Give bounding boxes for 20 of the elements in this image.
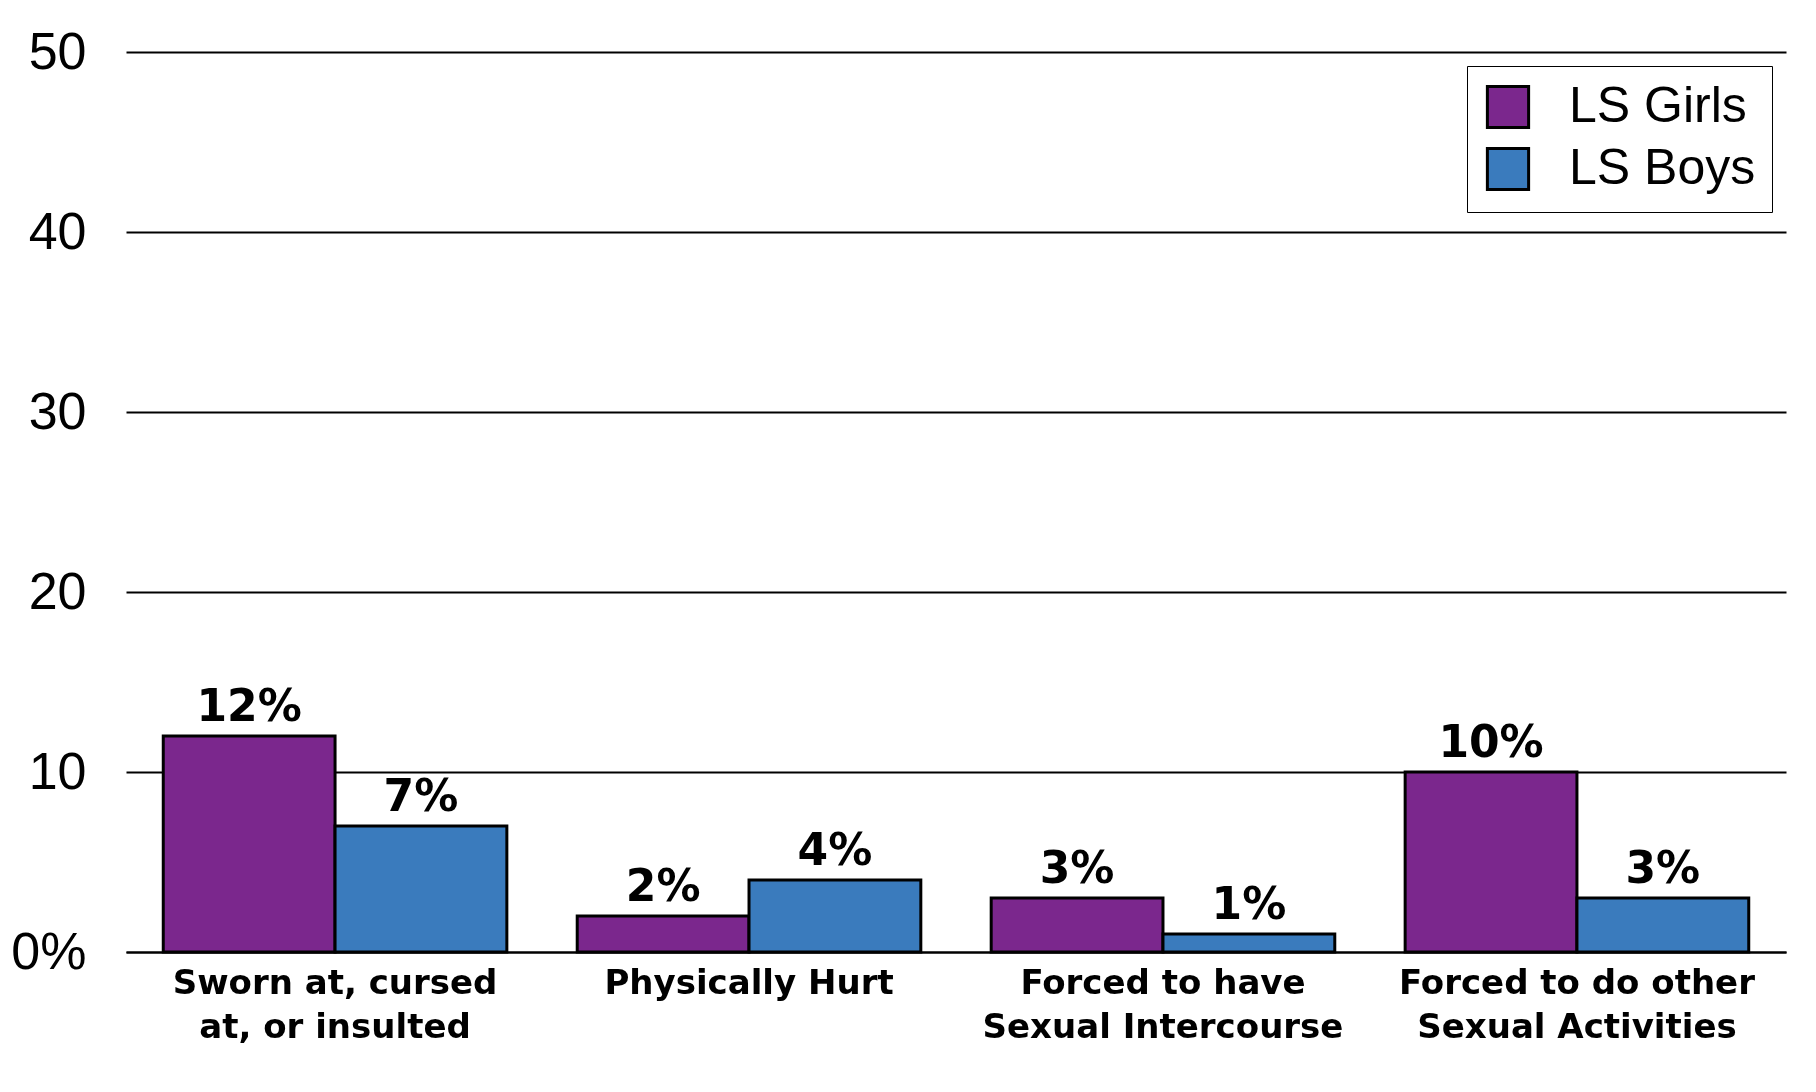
legend-label: LS Boys [1569, 139, 1756, 195]
data-label: 3% [1625, 842, 1701, 893]
data-label: 10% [1438, 716, 1544, 767]
y-tick-label: 50 [28, 21, 87, 80]
data-label: 2% [625, 860, 701, 911]
legend-label: LS Girls [1569, 77, 1747, 133]
x-tick-label: Sworn at, cursed at, or insulted [172, 961, 498, 1046]
y-tick-label: 10 [28, 741, 87, 800]
data-label: 1% [1211, 878, 1287, 929]
data-label: 7% [383, 770, 459, 821]
x-tick-label: Physically Hurt [604, 961, 894, 1002]
x-tick-label: Forced to do other Sexual Activities [1398, 961, 1756, 1046]
x-tick-label: Forced to have Sexual Intercourse [982, 961, 1344, 1046]
data-label: 12% [196, 680, 302, 731]
data-label: 4% [797, 824, 873, 875]
y-tick-label: 0% [11, 921, 87, 980]
y-tick-label: 20 [28, 561, 87, 620]
y-tick-label: 40 [28, 201, 87, 260]
data-label: 3% [1039, 842, 1115, 893]
y-tick-label: 30 [28, 381, 87, 440]
